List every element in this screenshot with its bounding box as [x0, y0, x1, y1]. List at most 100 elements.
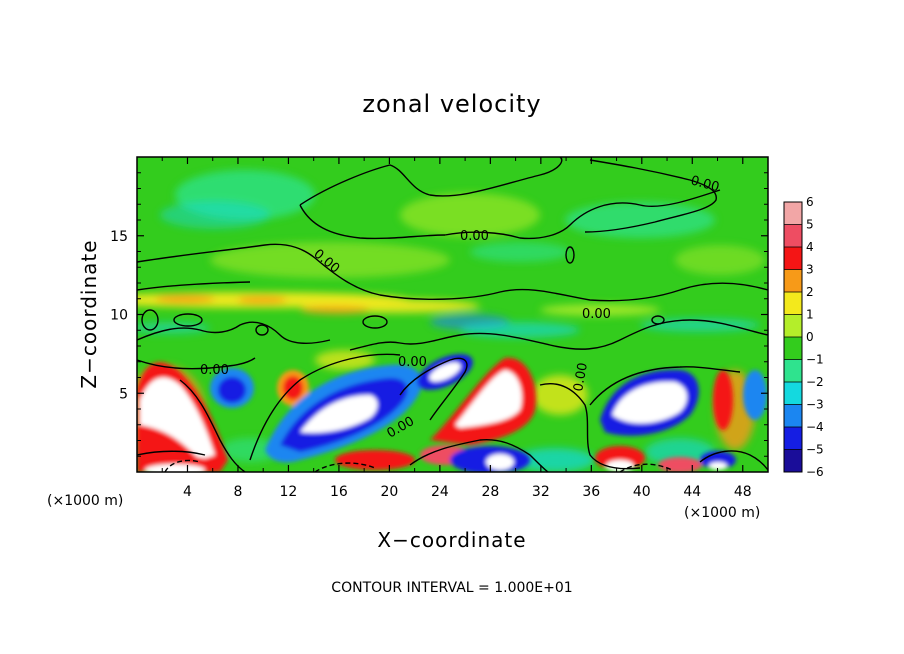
- positive-jet-core: [455, 370, 522, 428]
- colorbar-label: −1: [806, 353, 824, 367]
- colorbar-swatch: [784, 314, 802, 338]
- x-tick-label: 36: [582, 484, 600, 500]
- colorbar-label: −3: [806, 398, 824, 412]
- upper-yellowgreen-region: [210, 242, 450, 278]
- colorbar-swatch: [784, 269, 802, 293]
- positive-cell: [658, 457, 702, 472]
- contour-label: 0.00: [571, 362, 591, 393]
- y-tick-label: 10: [110, 308, 128, 324]
- negative-cell-core: [429, 362, 461, 382]
- colorbar-swatch: [784, 337, 802, 360]
- contour-label: 0.00: [398, 355, 427, 370]
- contour-line: [249, 353, 401, 461]
- colorbar: 6 5 4 3 2 1 0 −1 −2 −3 −4 −5 −6: [783, 195, 824, 479]
- positive-cell-core: [606, 460, 634, 472]
- contour-line: [255, 324, 269, 336]
- chart-title: zonal velocity: [362, 90, 541, 118]
- contour-label: 0.00: [582, 307, 611, 322]
- contour-lines: [137, 157, 768, 472]
- contour-line: [565, 246, 575, 264]
- x-tick-label: 28: [481, 484, 499, 500]
- contour-line: [137, 357, 256, 370]
- upper-cyan-region: [470, 242, 570, 262]
- contour-labels: 0.00 0.00 0.00 0.00 0.00 0.00 0.00 0.00: [200, 173, 721, 441]
- x-tick-label: 12: [280, 484, 298, 500]
- y-tick-label: 15: [110, 229, 128, 245]
- contour-line: [164, 459, 201, 472]
- colorbar-swatch: [784, 427, 802, 450]
- contour-line: [651, 315, 665, 325]
- x-tick-label: 48: [734, 484, 752, 500]
- negative-jet-core: [300, 395, 378, 433]
- field-blobs-soft: [137, 170, 765, 472]
- colorbar-swatch: [784, 382, 802, 405]
- contour-line: [173, 313, 203, 327]
- positive-cell: [713, 370, 733, 430]
- x-unit-left: (×1000 m): [47, 493, 123, 509]
- contour-line: [539, 383, 641, 470]
- contour-line: [137, 281, 251, 291]
- shear-band-cyan: [137, 322, 210, 334]
- x-tick-label: 4: [183, 484, 192, 500]
- negative-cell-core: [709, 462, 727, 470]
- contour-label: 0.00: [200, 363, 229, 378]
- positive-cell: [335, 450, 415, 470]
- lower-cool-patch: [515, 448, 595, 472]
- x-tick-label: 8: [233, 484, 242, 500]
- colorbar-label: −2: [806, 375, 824, 389]
- colorbar-label: −5: [806, 443, 824, 457]
- colorbar-label: 5: [806, 218, 814, 232]
- shear-band: [237, 296, 287, 304]
- contour-line: [349, 319, 768, 351]
- contour-line: [137, 243, 768, 302]
- y-axis: 5 10 15: [110, 172, 768, 457]
- colorbar-swatch: [784, 224, 802, 248]
- contour-label: 0.00: [689, 173, 721, 195]
- shear-band: [300, 306, 370, 314]
- shear-band-cyan: [460, 322, 580, 338]
- contour-line: [137, 450, 206, 456]
- colorbar-swatch: [784, 449, 802, 473]
- y-tick-label: 5: [119, 386, 128, 402]
- colorbar-label: −6: [806, 465, 824, 479]
- positive-cell-core: [145, 464, 205, 472]
- colorbar-label: 0: [806, 330, 814, 344]
- colorbar-label: −4: [806, 420, 824, 434]
- contour-line: [619, 463, 673, 472]
- upper-cyan-region: [160, 201, 270, 229]
- x-axis: 4 8 12 16 20 24 28 32 36 40 44 48: [161, 157, 752, 500]
- colorbar-swatch: [784, 202, 802, 225]
- colorbar-label: 3: [806, 263, 814, 277]
- x-tick-label: 40: [633, 484, 651, 500]
- field-blobs-sharp: [137, 354, 767, 472]
- contour-line: [179, 379, 246, 472]
- colorbar-label: 2: [806, 285, 814, 299]
- y-axis-title: Z−coordinate: [77, 239, 101, 388]
- upper-yellowgreen-region: [675, 245, 765, 275]
- contour-line: [589, 366, 741, 406]
- x-unit-right: (×1000 m): [684, 505, 760, 521]
- lower-cool-patch: [645, 438, 715, 466]
- velocity-field: [137, 157, 768, 472]
- colorbar-swatch: [784, 292, 802, 315]
- negative-cell: [743, 370, 767, 420]
- contour-line: [584, 159, 717, 233]
- x-axis-title: X−coordinate: [377, 528, 526, 552]
- x-tick-label: 44: [683, 484, 701, 500]
- contour-line: [444, 189, 721, 240]
- contour-line: [362, 315, 388, 329]
- contour-interval-note: CONTOUR INTERVAL = 1.000E+01: [331, 580, 572, 596]
- x-tick-label: 24: [431, 484, 449, 500]
- colorbar-label: 6: [806, 195, 814, 209]
- shear-band: [540, 304, 660, 316]
- x-tick-label: 20: [380, 484, 398, 500]
- negative-jet-core: [612, 381, 687, 424]
- contour-line: [399, 357, 468, 421]
- contour-label: 0.00: [460, 229, 489, 244]
- upper-yellowgreen-region: [400, 193, 540, 237]
- x-tick-label: 16: [330, 484, 348, 500]
- colorbar-swatch: [784, 359, 802, 383]
- contour-line: [141, 309, 159, 331]
- colorbar-label: 4: [806, 240, 814, 254]
